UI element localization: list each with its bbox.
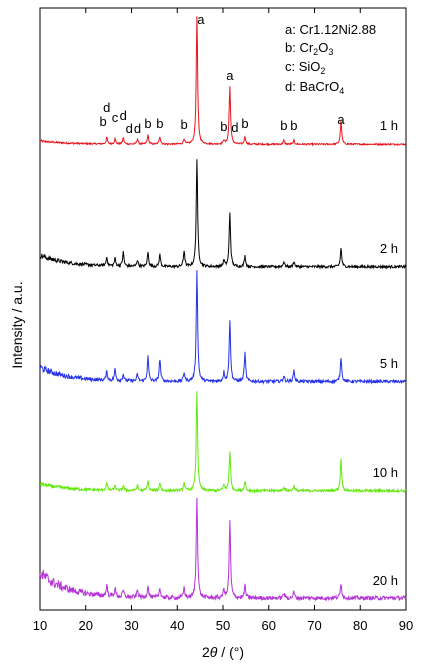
plot-frame: [39, 7, 407, 611]
peak-label: a: [197, 12, 205, 27]
series-label: 20 h: [373, 573, 398, 588]
peak-label: d: [231, 120, 238, 135]
x-tick-label: 50: [216, 618, 230, 633]
series-label: 2 h: [380, 241, 398, 256]
peak-label: b: [241, 116, 248, 131]
legend: a: Cr1.12Ni2.88 b: Cr2O3 c: SiO2 d: BaCr…: [285, 22, 376, 96]
x-tick-label: 90: [399, 618, 413, 633]
peak-label: d: [103, 100, 110, 115]
x-tick-label: 10: [33, 618, 47, 633]
series-line-10h: [39, 391, 407, 494]
legend-entry-a: a: Cr1.12Ni2.88: [285, 22, 376, 37]
peak-label: b: [290, 118, 297, 133]
series-line-2h: [39, 159, 407, 270]
x-tick-label: 60: [262, 618, 276, 633]
peak-label: b: [100, 114, 107, 129]
series-line-5h: [39, 270, 407, 385]
peak-label: b: [144, 116, 151, 131]
series-layer: 1 h 2 h 5 h 10 h 20 h: [39, 16, 407, 602]
peak-label: a: [226, 68, 234, 83]
legend-entry-b: b: Cr2O3: [285, 40, 333, 57]
y-axis-title: Intensity / a.u.: [9, 281, 25, 368]
peak-label: d: [126, 121, 133, 136]
series-label: 1 h: [380, 118, 398, 133]
peak-label: d: [120, 108, 127, 123]
peak-label: c: [112, 110, 119, 125]
x-tick-label: 30: [124, 618, 138, 633]
series-line-1h: [39, 16, 407, 147]
series-label: 5 h: [380, 356, 398, 371]
series-label: 10 h: [373, 465, 398, 480]
series-line-20h: [39, 497, 407, 602]
x-ticks: 10 20 30 40 50 60 70 80 90: [33, 8, 413, 633]
peak-label: d: [134, 121, 141, 136]
peak-label: a: [337, 112, 345, 127]
x-tick-label: 80: [353, 618, 367, 633]
legend-entry-c: c: SiO2: [285, 59, 325, 76]
x-tick-label: 40: [170, 618, 184, 633]
peak-label: b: [220, 119, 227, 134]
peak-label: b: [180, 117, 187, 132]
peak-label: b: [156, 116, 163, 131]
x-tick-label: 70: [307, 618, 321, 633]
x-axis-title: 2θ / (°): [202, 644, 244, 660]
peak-label: b: [280, 118, 287, 133]
legend-entry-d: d: BaCrO4: [285, 79, 344, 96]
x-tick-label: 20: [79, 618, 93, 633]
